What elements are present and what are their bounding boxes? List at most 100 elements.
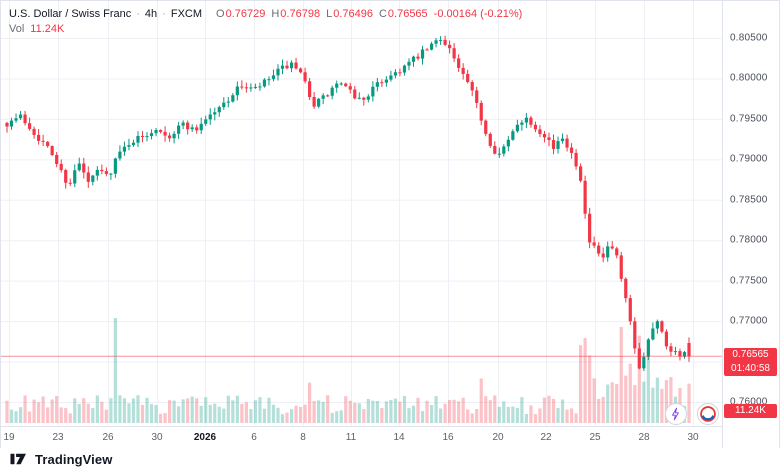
instant-trading-button[interactable] xyxy=(665,403,687,425)
volume-bar xyxy=(619,326,623,423)
volume-bar xyxy=(556,408,560,423)
symbol-title[interactable]: U.S. Dollar / Swiss Franc xyxy=(9,7,132,20)
candle-body xyxy=(235,86,239,96)
candle-body xyxy=(628,298,632,322)
x-axis-label: 25 xyxy=(589,432,601,443)
volume-bar xyxy=(298,406,303,423)
candle-body xyxy=(393,72,398,76)
candle-body xyxy=(249,87,253,89)
candle-body xyxy=(420,49,425,59)
candle-body xyxy=(204,119,208,124)
broker-button[interactable] xyxy=(697,403,719,425)
volume-bar xyxy=(411,405,416,423)
volume-bar xyxy=(55,396,59,423)
separator-dot: · xyxy=(162,7,166,20)
candle-body xyxy=(524,117,529,123)
candle-body xyxy=(583,180,587,214)
volume-bar xyxy=(294,405,298,423)
volume-bar xyxy=(267,397,271,423)
y-axis-label: 0.78500 xyxy=(730,194,768,206)
low-value: 0.76496 xyxy=(333,7,373,20)
candle-body xyxy=(452,48,456,59)
candle-body xyxy=(389,75,393,80)
candle-body xyxy=(113,158,117,174)
chart-widget: U.S. Dollar / Swiss Franc · 4h · FXCM O 0… xyxy=(0,0,780,449)
time-axis[interactable]: 19 23 26 30 2026 6 8 11 14 16 20 22 25 28 30 xyxy=(1,426,722,449)
tradingview-logo-icon[interactable] xyxy=(10,452,29,466)
candle-body xyxy=(624,278,628,299)
open-label: O xyxy=(216,7,225,20)
volume-bar xyxy=(131,398,136,423)
volume-bar xyxy=(317,400,321,423)
candle-body xyxy=(46,141,50,147)
candle-body xyxy=(601,253,605,258)
candle-body xyxy=(258,86,262,88)
candle-body xyxy=(41,140,45,142)
candle-body xyxy=(271,75,276,80)
candle-body xyxy=(687,342,691,357)
candle-body xyxy=(520,122,524,125)
candle-body xyxy=(64,170,68,183)
candle-body xyxy=(240,86,244,88)
tradingview-brand-text[interactable]: TradingView xyxy=(35,451,113,467)
volume-bar xyxy=(547,395,551,423)
volume-bar xyxy=(172,400,176,423)
candle-body xyxy=(222,102,226,108)
volume-bar xyxy=(145,397,149,423)
volume-bar xyxy=(276,407,280,423)
volume-bar xyxy=(624,375,628,423)
volume-bar xyxy=(448,399,452,423)
volume-bar xyxy=(597,398,601,423)
volume-bar xyxy=(560,399,565,423)
volume-bar xyxy=(655,377,659,423)
separator-dot: · xyxy=(136,7,140,20)
volume-bar xyxy=(583,338,587,423)
volume-bar xyxy=(335,411,339,423)
x-axis-label: 22 xyxy=(540,432,552,443)
candle-body xyxy=(262,79,267,87)
candle-body xyxy=(122,146,127,152)
volume-bar xyxy=(651,387,655,423)
volume-bar xyxy=(149,404,154,423)
candle-body xyxy=(515,124,519,132)
volume-bar xyxy=(524,413,529,423)
volume-bar xyxy=(398,401,402,423)
volume-bar xyxy=(633,384,637,423)
candle-body xyxy=(14,118,18,121)
candle-body xyxy=(190,127,194,130)
candle-body xyxy=(429,43,434,50)
candle-body xyxy=(615,248,619,256)
interval-label[interactable]: 4h xyxy=(144,7,158,20)
candle-body xyxy=(186,122,190,130)
candle-body xyxy=(682,352,687,357)
candle-body xyxy=(669,346,673,352)
candle-body xyxy=(569,147,574,153)
volume-bar xyxy=(511,406,515,423)
volume-bar xyxy=(190,396,194,423)
volume-bar xyxy=(384,401,388,423)
candle-body xyxy=(565,138,569,148)
exchange-label[interactable]: FXCM xyxy=(170,7,203,20)
price-axis[interactable]: 0.76565 01:40:58 11.24K 0.80500 0.80000 0.… xyxy=(722,1,779,448)
candle-body xyxy=(551,140,556,149)
volume-bar xyxy=(357,403,361,423)
candle-body xyxy=(461,67,465,74)
volume-bar xyxy=(533,414,538,423)
volume-bar xyxy=(362,408,366,423)
volume-value: 11.24K xyxy=(30,22,65,35)
volume-bar xyxy=(59,407,63,423)
volume-bar xyxy=(687,383,691,423)
x-axis-label: 28 xyxy=(638,432,650,443)
price-chart-pane[interactable]: U.S. Dollar / Swiss Franc · 4h · FXCM O 0… xyxy=(1,1,722,426)
x-axis-label: 23 xyxy=(52,432,64,443)
volume-bar xyxy=(502,401,506,423)
candle-body xyxy=(434,40,438,44)
candle-body xyxy=(172,133,176,139)
volume-bar xyxy=(669,377,673,423)
volume-bar xyxy=(457,401,461,423)
volume-bar xyxy=(14,411,18,423)
candle-body xyxy=(479,102,483,121)
volume-bar xyxy=(289,409,294,423)
candle-body xyxy=(82,163,86,173)
volume-bar xyxy=(601,396,605,423)
